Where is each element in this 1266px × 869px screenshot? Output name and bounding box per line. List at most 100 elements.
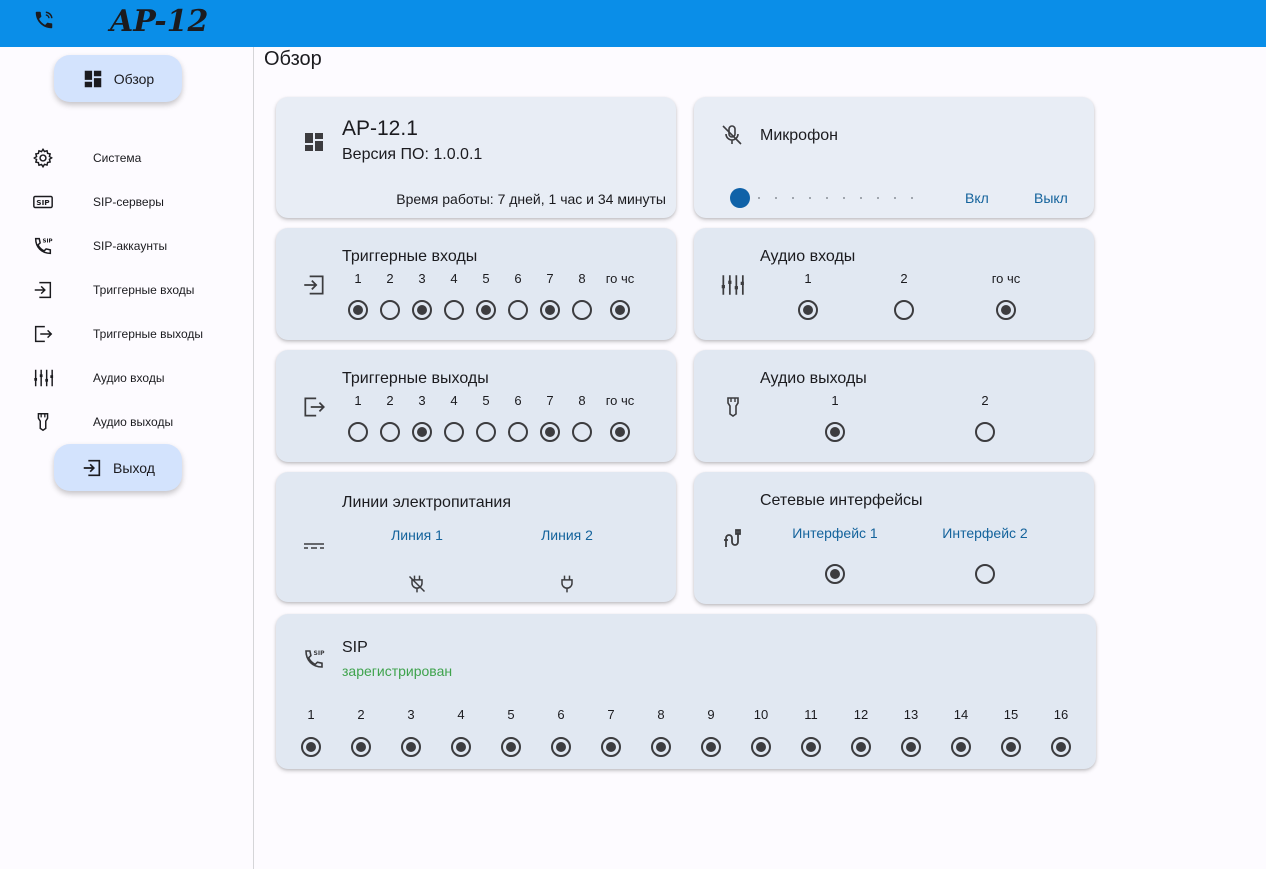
microphone-slider-thumb[interactable] — [730, 188, 750, 208]
trigger-output-radio[interactable] — [444, 422, 464, 442]
audio-outputs-card: Аудио выходы — [694, 350, 1094, 462]
network-interface-radio[interactable] — [825, 564, 845, 584]
trigger-input-label: 8 — [578, 271, 586, 286]
sidebar-item-system[interactable]: Система — [31, 143, 141, 173]
logout-button[interactable]: Выход — [54, 444, 182, 491]
sip-line-radio[interactable] — [501, 737, 521, 757]
trigger-output-radio[interactable] — [476, 422, 496, 442]
slider-tick — [809, 197, 811, 199]
audio-output-label: 1 — [831, 393, 839, 408]
sidebar-item-sip-accounts[interactable]: SIP SIP-аккаунты — [31, 231, 167, 261]
svg-text:SIP: SIP — [314, 650, 326, 657]
sip-line-radio[interactable] — [301, 737, 321, 757]
sip-line-label: 12 — [853, 707, 869, 722]
network-interfaces-card: Сетевые интерфейсы Интерфейс 1 Интерфейс… — [694, 472, 1094, 604]
sip-line-label: 2 — [357, 707, 365, 722]
trigger-output-radio[interactable] — [412, 422, 432, 442]
device-card: AP-12.1 Версия ПО: 1.0.0.1 Время работы:… — [276, 97, 676, 218]
interface-1-link[interactable]: Интерфейс 1 — [792, 525, 878, 541]
equalizer-icon — [721, 275, 744, 295]
sip-line-radio[interactable] — [1001, 737, 1021, 757]
power-line-2-link[interactable]: Линия 2 — [541, 527, 593, 543]
sip-line-radio[interactable] — [601, 737, 621, 757]
power-line-1-link[interactable]: Линия 1 — [391, 527, 443, 543]
top-app-bar: AP-12 — [0, 0, 1266, 47]
logout-icon — [304, 397, 325, 417]
sip-line-label: 4 — [457, 707, 465, 722]
svg-text:SIP: SIP — [36, 198, 50, 207]
network-interface-radio[interactable] — [975, 564, 995, 584]
firmware-version: Версия ПО: 1.0.0.1 — [342, 146, 483, 163]
trigger-output-radio[interactable] — [508, 422, 528, 442]
sidebar-item-trigger-inputs[interactable]: Триггерные входы — [31, 275, 194, 305]
phone-sip-icon: SIP — [305, 650, 326, 668]
slider-tick — [792, 197, 794, 199]
trigger-input-label: 7 — [546, 271, 554, 286]
audio-output-radio[interactable] — [825, 422, 845, 442]
sip-line-radio[interactable] — [551, 737, 571, 757]
audio-outputs-title: Аудио выходы — [760, 370, 867, 387]
sip-line-radio[interactable] — [651, 737, 671, 757]
sidebar-item-trigger-outputs[interactable]: Триггерные выходы — [31, 319, 203, 349]
sip-line-label: 15 — [1003, 707, 1019, 722]
sidebar-item-label: Система — [93, 151, 142, 165]
audio-input-label: 1 — [804, 271, 812, 286]
microphone-on-button[interactable]: Вкл — [965, 190, 989, 206]
audio-output-radio[interactable] — [975, 422, 995, 442]
power-plug-icon — [561, 575, 573, 593]
sip-line-radio[interactable] — [351, 737, 371, 757]
sip-line-radio[interactable] — [701, 737, 721, 757]
sidebar-item-label: Триггерные входы — [93, 283, 195, 297]
trigger-output-radio[interactable] — [572, 422, 592, 442]
overview-button[interactable]: Обзор — [54, 55, 182, 102]
sip-line-radio[interactable] — [901, 737, 921, 757]
audio-input-radio[interactable] — [996, 300, 1016, 320]
trigger-input-radio[interactable] — [508, 300, 528, 320]
dc-power-icon — [304, 543, 324, 549]
sip-line-radio[interactable] — [801, 737, 821, 757]
trigger-inputs-card: Триггерные входы — [276, 228, 676, 340]
sidebar-item-audio-inputs[interactable]: Аудио входы — [31, 363, 164, 393]
interface-2-link[interactable]: Интерфейс 2 — [942, 525, 1028, 541]
trigger-outputs-title: Триггерные выходы — [342, 370, 489, 387]
trigger-input-radio[interactable] — [610, 300, 630, 320]
slider-tick — [775, 197, 777, 199]
sip-line-radio[interactable] — [851, 737, 871, 757]
sip-line-radio[interactable] — [1051, 737, 1071, 757]
trigger-output-radio[interactable] — [610, 422, 630, 442]
sidebar-item-sip-servers[interactable]: SIP SIP-серверы — [31, 187, 164, 217]
audio-input-radio[interactable] — [798, 300, 818, 320]
sidebar-item-label: SIP-серверы — [93, 195, 164, 209]
trigger-input-label: 6 — [514, 271, 522, 286]
sip-line-label: 8 — [657, 707, 665, 722]
trigger-input-radio[interactable] — [476, 300, 496, 320]
sip-line-label: 13 — [903, 707, 919, 722]
slider-tick — [843, 197, 845, 199]
microphone-off-button[interactable]: Выкл — [1034, 190, 1068, 206]
logout-button-label: Выход — [113, 459, 155, 476]
trigger-input-radio[interactable] — [540, 300, 560, 320]
slider-tick — [826, 197, 828, 199]
trigger-input-radio[interactable] — [572, 300, 592, 320]
trigger-output-radio[interactable] — [380, 422, 400, 442]
ethernet-cable-icon — [724, 529, 741, 547]
sidebar-item-label: SIP-аккаунты — [93, 239, 168, 253]
audio-output-label: 2 — [981, 393, 989, 408]
trigger-input-radio[interactable] — [444, 300, 464, 320]
sidebar-item-audio-outputs[interactable]: Аудио выходы — [31, 407, 173, 437]
sip-line-radio[interactable] — [451, 737, 471, 757]
trigger-input-radio[interactable] — [412, 300, 432, 320]
audio-input-radio[interactable] — [894, 300, 914, 320]
sip-line-radio[interactable] — [751, 737, 771, 757]
trigger-output-radio[interactable] — [540, 422, 560, 442]
sip-line-radio[interactable] — [401, 737, 421, 757]
trigger-output-label: 7 — [546, 393, 554, 408]
slider-tick — [860, 197, 862, 199]
trigger-output-label: 8 — [578, 393, 586, 408]
sip-line-radio[interactable] — [951, 737, 971, 757]
trigger-output-radio[interactable] — [348, 422, 368, 442]
trigger-input-radio[interactable] — [348, 300, 368, 320]
trigger-input-radio[interactable] — [380, 300, 400, 320]
microphone-slider-track[interactable] — [741, 197, 913, 199]
sip-line-label: 1 — [307, 707, 315, 722]
